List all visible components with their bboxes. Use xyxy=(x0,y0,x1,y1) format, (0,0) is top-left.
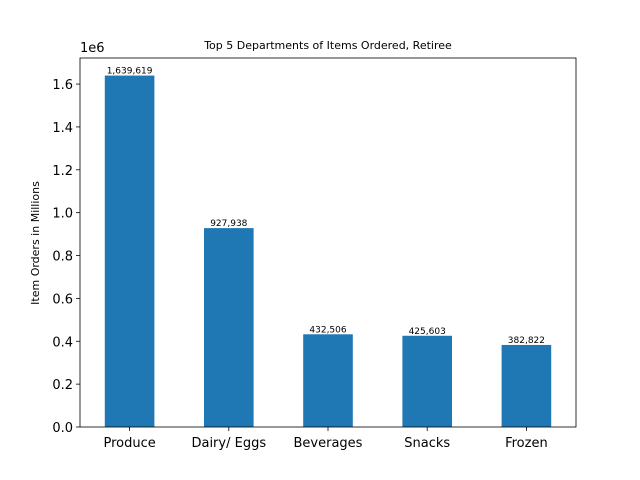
y-tick-label: 1.4 xyxy=(52,121,73,136)
bar-value-label: 382,822 xyxy=(508,336,545,346)
x-tick-label: Produce xyxy=(103,436,155,451)
y-axis-label: Item Orders in Millions xyxy=(29,181,42,305)
bar-dairy-eggs xyxy=(204,228,254,427)
y-tick-label: 0.0 xyxy=(52,421,73,436)
y-tick-label: 0.8 xyxy=(52,250,73,265)
plot-area: 1,639,619 Produce 927,938 Dairy/ Eggs 432,50… xyxy=(52,57,577,451)
x-tick-label: Dairy/ Eggs xyxy=(191,436,266,451)
axes-frame xyxy=(79,57,577,428)
y-tick-label: 0.2 xyxy=(52,378,73,393)
chart-title: Top 5 Departments of Items Ordered, Reti… xyxy=(203,39,452,52)
bar-value-label: 425,603 xyxy=(409,327,446,337)
bar-value-label: 1,639,619 xyxy=(107,67,153,77)
bar-produce xyxy=(104,75,155,427)
x-tick-label: Frozen xyxy=(505,436,548,451)
bar-value-label: 432,506 xyxy=(309,325,346,335)
bar-value-label: 927,938 xyxy=(210,219,247,229)
y-offset-label: 1e6 xyxy=(80,41,105,56)
y-tick-label: 0.4 xyxy=(52,335,73,350)
bar-frozen xyxy=(501,344,552,427)
y-tick-label: 1.2 xyxy=(52,164,73,179)
x-tick-label: Beverages xyxy=(294,436,363,451)
y-tick-label: 0.6 xyxy=(52,292,73,307)
y-tick-label: 1.0 xyxy=(52,207,73,222)
bar-beverages xyxy=(303,334,353,427)
bar-snacks xyxy=(402,335,452,427)
x-tick-label: Snacks xyxy=(404,436,450,451)
y-tick-label: 1.6 xyxy=(52,78,73,93)
